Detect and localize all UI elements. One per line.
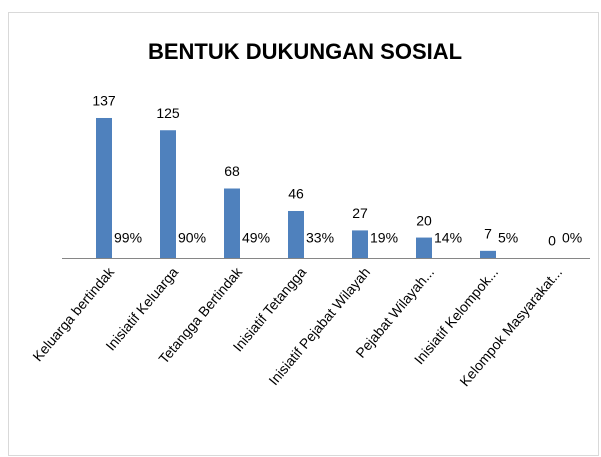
value-label: 0 xyxy=(548,233,556,249)
bar xyxy=(416,237,432,258)
chart-border xyxy=(8,12,599,456)
percent-label: 14% xyxy=(434,230,462,246)
chart-title: BENTUK DUKUNGAN SOSIAL xyxy=(148,39,462,64)
value-label: 68 xyxy=(224,163,240,179)
value-label: 20 xyxy=(416,212,432,228)
bar xyxy=(96,117,112,259)
percent-label: 19% xyxy=(370,230,398,246)
bar xyxy=(480,250,496,258)
value-label: 137 xyxy=(92,93,116,109)
percent-label: 5% xyxy=(498,230,518,246)
bar xyxy=(224,188,240,258)
bar xyxy=(160,130,176,258)
percent-label: 49% xyxy=(242,230,270,246)
value-label: 125 xyxy=(156,105,180,121)
value-label: 46 xyxy=(288,186,304,202)
value-label: 7 xyxy=(484,226,492,242)
value-label: 27 xyxy=(352,205,368,221)
bar xyxy=(352,230,368,258)
bar xyxy=(288,210,304,258)
x-tick-label: Keluarga bertindak xyxy=(29,263,117,364)
percent-label: 90% xyxy=(178,230,206,246)
percent-label: 33% xyxy=(306,230,334,246)
percent-label: 0% xyxy=(562,230,582,246)
percent-label: 99% xyxy=(114,230,142,246)
